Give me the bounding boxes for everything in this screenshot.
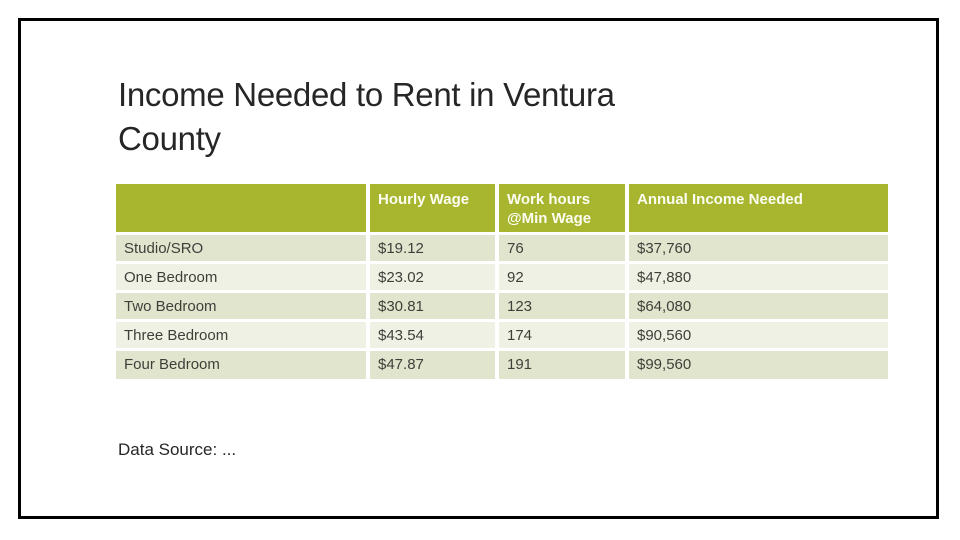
cell-annual-income: $90,560 xyxy=(627,320,888,351)
slide-frame: Income Needed to Rent in Ventura County … xyxy=(18,18,939,519)
cell-annual-income: $47,880 xyxy=(627,262,888,293)
cell-annual-income: $37,760 xyxy=(627,233,888,264)
income-table: Hourly Wage Work hours @Min Wage Annual … xyxy=(116,184,888,379)
row-label: Studio/SRO xyxy=(116,233,370,264)
cell-work-hours: 123 xyxy=(497,291,629,322)
table-row: Two Bedroom $30.81 123 $64,080 xyxy=(116,291,888,322)
cell-hourly-wage: $43.54 xyxy=(368,320,499,351)
table-row: One Bedroom $23.02 92 $47,880 xyxy=(116,262,888,293)
cell-hourly-wage: $23.02 xyxy=(368,262,499,293)
row-label: One Bedroom xyxy=(116,262,370,293)
table-header-row: Hourly Wage Work hours @Min Wage Annual … xyxy=(116,184,888,235)
cell-work-hours: 174 xyxy=(497,320,629,351)
col-header-work-hours: Work hours @Min Wage xyxy=(497,184,629,235)
row-label: Two Bedroom xyxy=(116,291,370,322)
col-header-annual-income: Annual Income Needed xyxy=(627,184,888,235)
table-row: Studio/SRO $19.12 76 $37,760 xyxy=(116,233,888,264)
data-source-note: Data Source: ... xyxy=(118,440,237,459)
row-label: Four Bedroom xyxy=(116,349,370,379)
col-header-blank xyxy=(116,184,370,235)
row-label: Three Bedroom xyxy=(116,320,370,351)
cell-annual-income: $64,080 xyxy=(627,291,888,322)
cell-hourly-wage: $19.12 xyxy=(368,233,499,264)
cell-hourly-wage: $30.81 xyxy=(368,291,499,322)
cell-work-hours: 92 xyxy=(497,262,629,293)
cell-work-hours: 76 xyxy=(497,233,629,264)
table-row: Three Bedroom $43.54 174 $90,560 xyxy=(116,320,888,351)
cell-annual-income: $99,560 xyxy=(627,349,888,379)
col-header-hourly-wage: Hourly Wage xyxy=(368,184,499,235)
page-title: Income Needed to Rent in Ventura County xyxy=(118,76,615,157)
table-row: Four Bedroom $47.87 191 $99,560 xyxy=(116,349,888,379)
cell-work-hours: 191 xyxy=(497,349,629,379)
cell-hourly-wage: $47.87 xyxy=(368,349,499,379)
